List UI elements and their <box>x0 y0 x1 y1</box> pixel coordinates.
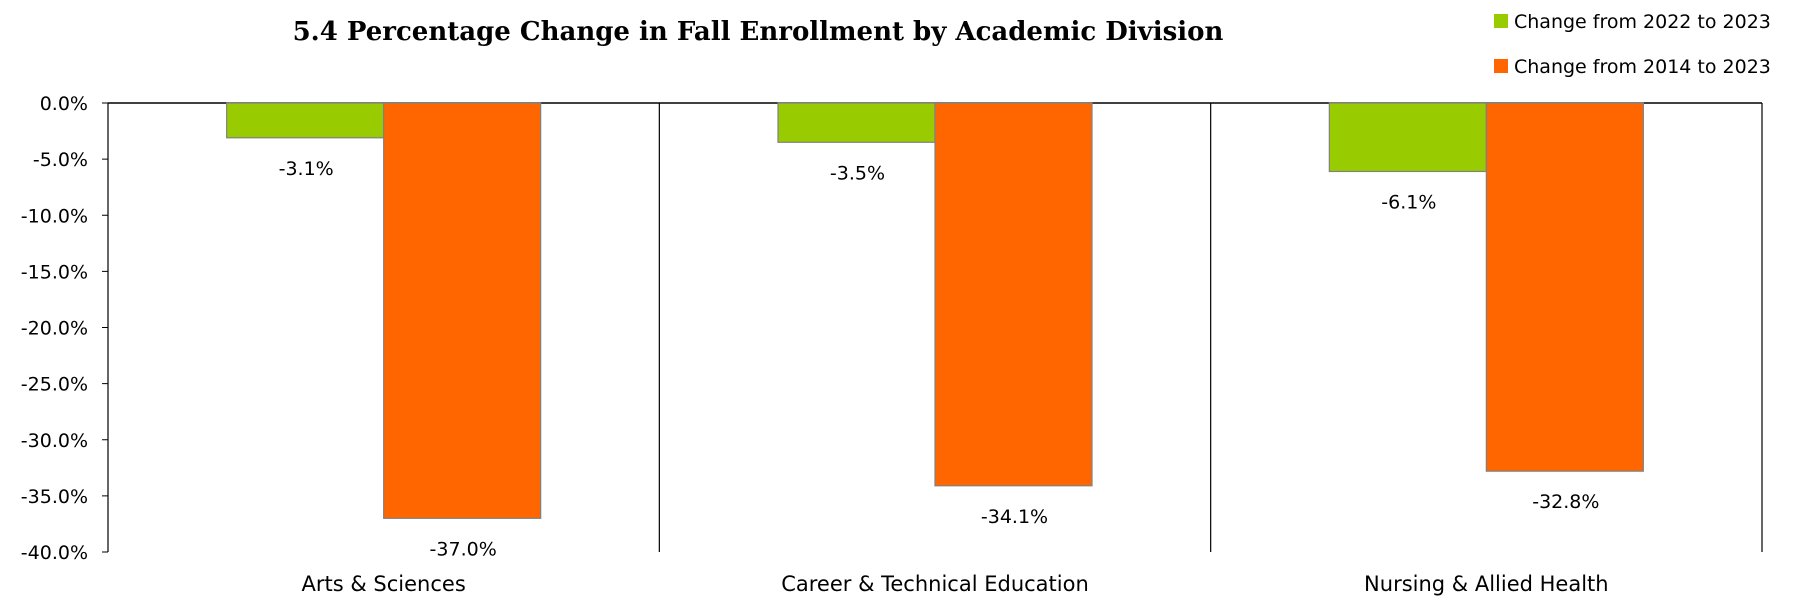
y-tick-label: -5.0% <box>33 149 88 171</box>
plot-area: 0.0% -5.0% -10.0% -15.0% -20.0% -25.0% -30.0% -… <box>21 93 1763 596</box>
legend: Change from 2022 to 2023 Change from 201… <box>1494 11 1771 78</box>
legend-label-series-2: Change from 2014 to 2023 <box>1514 56 1771 78</box>
y-tick-label: -25.0% <box>21 374 88 396</box>
data-label-series-2: -37.0% <box>430 538 497 560</box>
bar-series-2 <box>383 102 542 519</box>
bar-series-1 <box>226 102 385 139</box>
y-tick-label: 0.0% <box>40 93 88 115</box>
y-tick-label: -40.0% <box>21 542 88 564</box>
data-label-series-1: -3.1% <box>279 158 334 180</box>
data-label-series-1: -6.1% <box>1381 191 1436 213</box>
data-label-series-1: -3.5% <box>830 162 885 184</box>
category-label: Nursing & Allied Health <box>1364 572 1609 596</box>
category-label: Career & Technical Education <box>781 572 1089 596</box>
data-label-series-2: -34.1% <box>981 506 1048 528</box>
y-tick-label: -20.0% <box>21 318 88 340</box>
y-tick-label: -35.0% <box>21 486 88 508</box>
data-label-series-2: -32.8% <box>1532 491 1599 513</box>
legend-swatch-series-2 <box>1494 59 1508 73</box>
legend-swatch-series-1 <box>1494 14 1508 28</box>
y-tick-label: -10.0% <box>21 205 88 227</box>
y-tick-label: -15.0% <box>21 261 88 283</box>
chart-title: 5.4 Percentage Change in Fall Enrollment… <box>293 17 1224 47</box>
bar-series-1 <box>1328 102 1487 173</box>
bar-series-1 <box>777 102 936 143</box>
legend-label-series-1: Change from 2022 to 2023 <box>1514 11 1771 33</box>
y-tick-label: -30.0% <box>21 430 88 452</box>
category-label: Arts & Sciences <box>302 572 466 596</box>
bar-series-2 <box>1485 102 1644 472</box>
bar-series-2 <box>934 102 1093 487</box>
